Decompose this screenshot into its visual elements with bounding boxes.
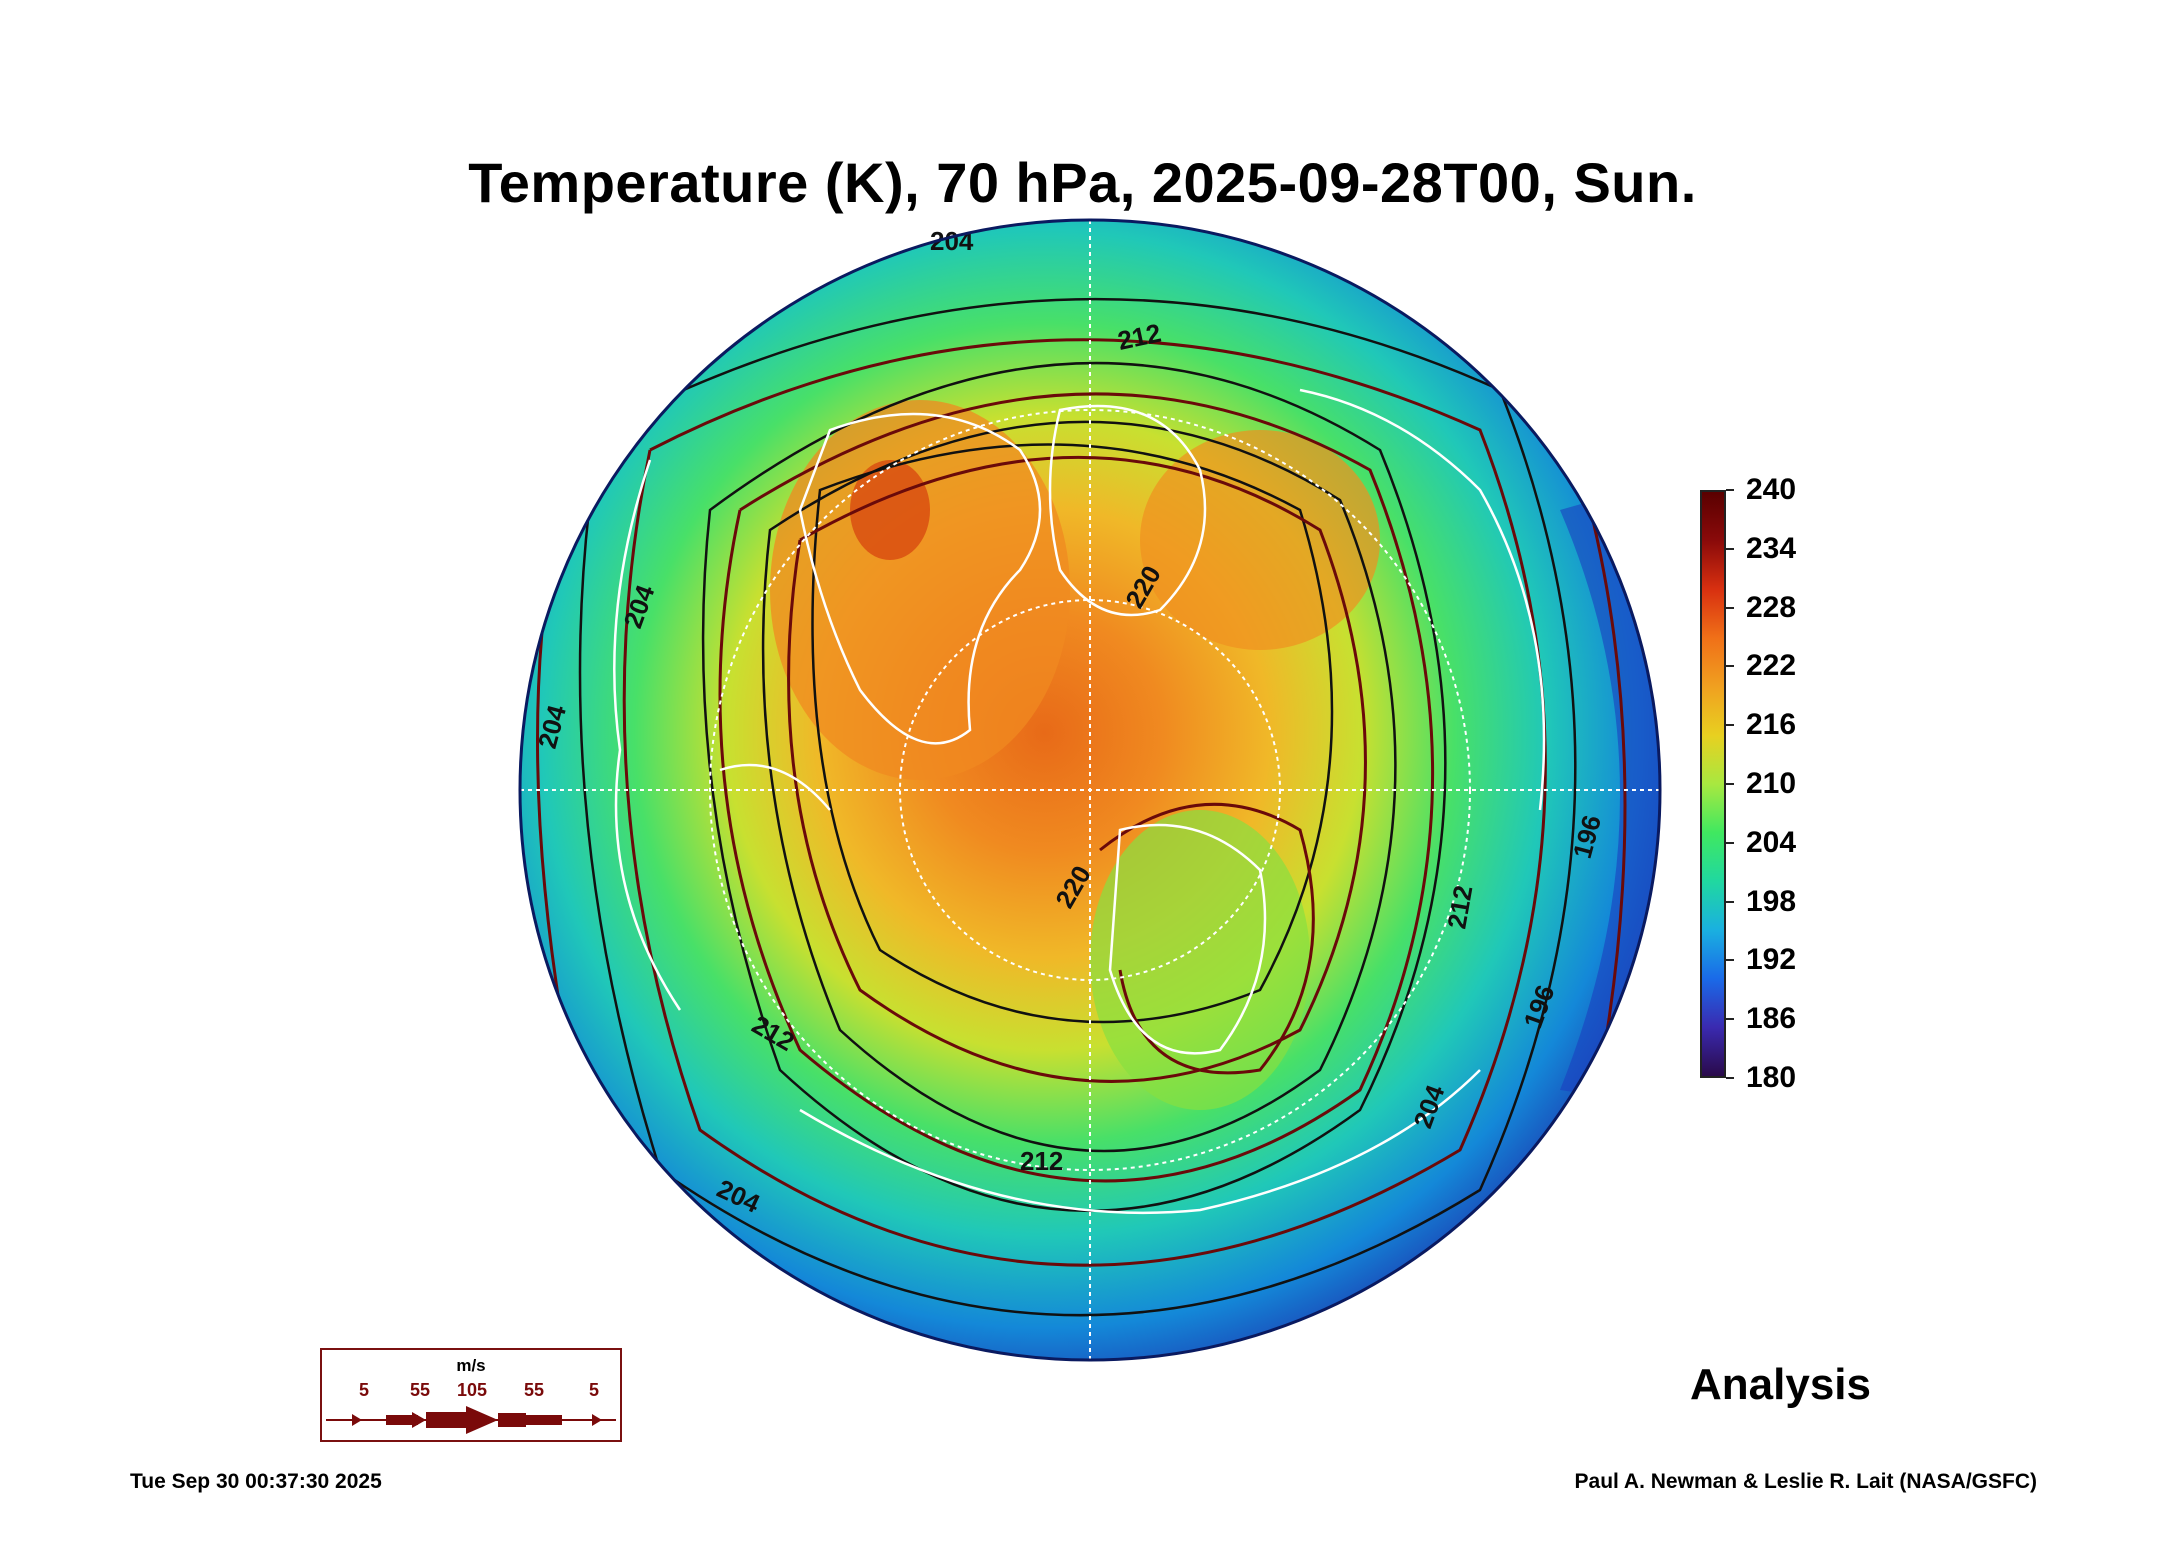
colorbar-label: 228 <box>1746 590 1797 624</box>
wind-key-label: 5 <box>588 1380 600 1400</box>
contour-label: 212 <box>1020 1146 1063 1176</box>
colorbar-label: 192 <box>1746 943 1797 977</box>
wind-key-label: 55 <box>409 1380 431 1400</box>
colorbar-label: 204 <box>1746 825 1797 859</box>
colorbar-tick <box>1726 606 1734 609</box>
wind-key-arrow <box>326 1406 616 1434</box>
wind-key-label: 55 <box>523 1380 545 1400</box>
colorbar-tick <box>1726 783 1734 785</box>
colorbar-label: 198 <box>1746 884 1797 918</box>
map-boundary <box>518 218 1662 1362</box>
cool-lobe <box>1090 810 1310 1110</box>
colorbar-tick <box>1726 1077 1734 1079</box>
figure-title: Temperature (K), 70 hPa, 2025-09-28T00, … <box>468 151 1697 214</box>
colorbar-label: 210 <box>1746 767 1797 800</box>
wind-speed-key: m/s 5 55 105 55 5 <box>320 1348 622 1442</box>
colorbar-tick <box>1726 665 1734 668</box>
colorbar-tick <box>1726 900 1734 903</box>
colorbar-label: 234 <box>1746 531 1797 565</box>
colorbar-tick <box>1726 489 1734 491</box>
colorbar-label: 216 <box>1746 708 1797 742</box>
warm-core-right <box>1140 430 1380 650</box>
credit: Paul A. Newman & Leslie R. Lait (NASA/GS… <box>1574 1470 2037 1493</box>
colorbar-label: 180 <box>1746 1061 1797 1094</box>
colorbar-label: 240 <box>1746 473 1797 506</box>
colorbar-tick <box>1726 959 1734 962</box>
wind-key-label: 105 <box>456 1380 488 1400</box>
contour-label: 212 <box>1441 883 1478 931</box>
colorbar-tick <box>1726 841 1734 844</box>
hot-spot <box>850 460 930 560</box>
grid-lines <box>520 220 1660 1360</box>
wind-key-unit: m/s <box>456 1356 486 1375</box>
colorbar-tick <box>1726 724 1734 727</box>
timestamp: Tue Sep 30 00:37:30 2025 <box>130 1470 382 1493</box>
wind-key-label: 5 <box>358 1380 370 1400</box>
polar-map: 204 212 220 204 212 204 196 196 212 204 … <box>518 218 1662 1362</box>
warm-core-left <box>770 400 1070 780</box>
coastlines <box>613 388 1546 1215</box>
colorbar-tick <box>1726 1018 1734 1021</box>
analysis-label: Analysis <box>1690 1360 1871 1409</box>
colorbar-tick <box>1726 547 1734 550</box>
cold-edge-right <box>1560 470 1660 1110</box>
colorbar: 240 234 228 222 216 210 204 198 192 186 180 <box>1700 473 1860 1096</box>
colorbar-label: 222 <box>1746 649 1797 683</box>
contours <box>578 297 1577 1317</box>
colorbar-gradient <box>1700 490 1726 1078</box>
colorbar-label: 186 <box>1746 1002 1797 1036</box>
